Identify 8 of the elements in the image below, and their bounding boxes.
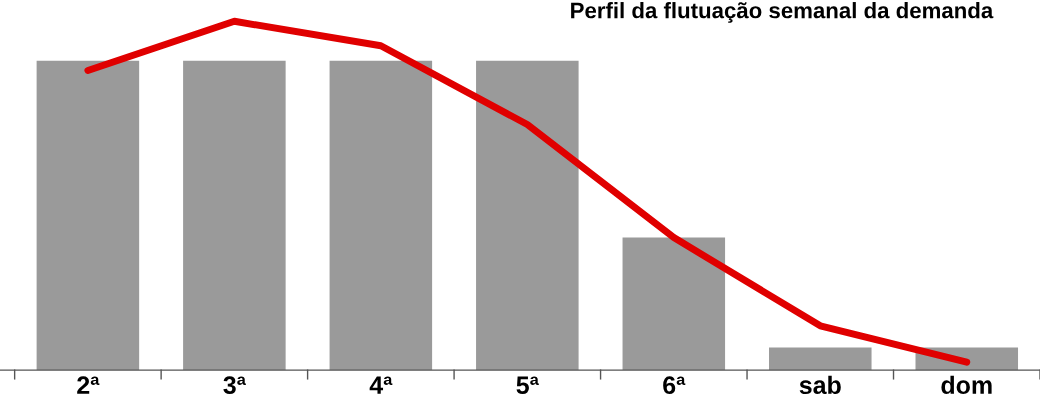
x-tick-label: 6ª [663, 376, 686, 395]
x-tick-label: 2ª [77, 376, 100, 394]
x-tick-label: 3ª [223, 376, 246, 395]
x-tick-label: 4ª [369, 376, 393, 394]
x-tick-label: 5ª [516, 376, 539, 395]
x-tick-label: sab [799, 375, 841, 395]
chart-title: Perfil da flutuação semanal da demanda [571, 2, 994, 23]
x-tick-label: dom [941, 375, 992, 395]
